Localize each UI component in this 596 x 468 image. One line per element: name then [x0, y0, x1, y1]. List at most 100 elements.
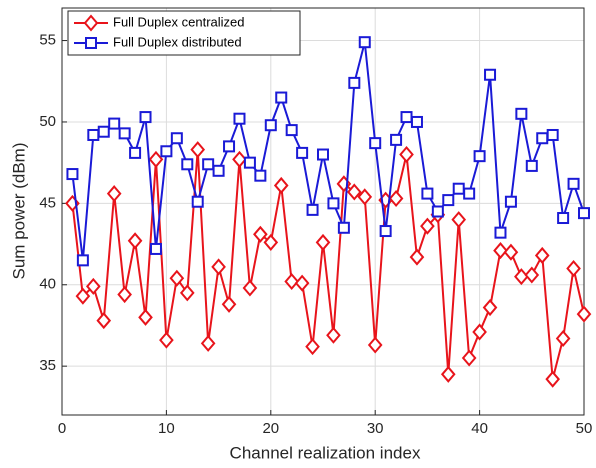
data-point [96, 312, 112, 330]
data-point [348, 76, 361, 89]
data-point [253, 225, 268, 243]
data-point [275, 91, 288, 104]
data-point [578, 207, 590, 220]
series-line [71, 41, 585, 261]
legend-label: Full Duplex centralized [113, 14, 245, 29]
data-point [254, 169, 267, 182]
data-point [337, 221, 350, 234]
data-point [484, 68, 497, 81]
series-line [71, 149, 585, 380]
data-point [545, 370, 560, 388]
data-point [420, 217, 435, 235]
data-point [181, 158, 194, 171]
y-tick-label: 35 [39, 357, 56, 374]
data-point [233, 112, 246, 125]
data-point [367, 336, 383, 354]
data-point [442, 194, 455, 207]
data-point [452, 182, 465, 195]
data-point [97, 125, 110, 138]
data-point [191, 195, 204, 208]
data-point [138, 308, 153, 326]
x-tick-label: 0 [58, 420, 66, 437]
data-point [66, 168, 79, 181]
data-point [503, 243, 519, 261]
y-tick-label: 40 [39, 276, 56, 293]
data-point [536, 132, 549, 145]
data-point [451, 211, 467, 229]
data-point [566, 259, 581, 278]
data-point [557, 212, 570, 225]
y-tick-label: 45 [39, 194, 56, 211]
data-point [357, 188, 373, 206]
data-point [87, 128, 100, 141]
data-point [472, 323, 487, 341]
data-point [127, 232, 143, 250]
y-tick-label: 55 [39, 32, 56, 49]
data-point [223, 140, 236, 153]
data-point [525, 159, 538, 172]
data-point [567, 177, 580, 190]
data-point [410, 115, 423, 128]
data-point [170, 132, 183, 145]
data-point [242, 279, 258, 297]
data-point [296, 146, 309, 159]
data-point [285, 124, 298, 137]
data-point [305, 338, 320, 356]
legend-label: Full Duplex distributed [113, 34, 242, 49]
data-point [76, 254, 89, 267]
x-tick-label: 50 [576, 420, 593, 437]
data-point [315, 233, 331, 251]
data-point [294, 274, 310, 292]
data-point [232, 150, 247, 168]
data-point [421, 187, 434, 200]
data-point [379, 225, 392, 238]
data-point [169, 269, 185, 287]
data-point [202, 158, 215, 171]
data-point [494, 226, 507, 239]
data-point [75, 287, 91, 305]
data-point [461, 349, 477, 367]
x-tick-label: 20 [262, 420, 279, 437]
data-point [431, 205, 444, 218]
data-point [576, 305, 592, 323]
data-point [326, 326, 341, 344]
data-point [264, 119, 277, 132]
data-point [284, 272, 299, 291]
data-point [118, 127, 131, 140]
data-point [221, 295, 237, 313]
data-point [555, 329, 571, 348]
legend-marker [85, 37, 97, 49]
data-point [317, 148, 329, 161]
data-point [190, 141, 206, 159]
data-point [327, 197, 340, 210]
legend-box [67, 10, 301, 56]
data-point [139, 111, 152, 124]
data-point [409, 248, 425, 266]
data-point [400, 111, 413, 124]
data-point [149, 242, 162, 255]
data-point [473, 150, 486, 163]
data-point [546, 128, 559, 141]
data-point [106, 185, 122, 203]
x-tick-label: 10 [158, 420, 175, 437]
y-axis-label: Sum power (dBm) [9, 143, 28, 280]
data-point [534, 246, 550, 264]
data-point [504, 195, 517, 208]
data-point [482, 299, 498, 317]
data-point [179, 284, 195, 302]
data-point [211, 258, 226, 276]
data-point [358, 36, 371, 49]
data-point [388, 189, 404, 208]
data-point [159, 331, 174, 349]
data-point [212, 164, 225, 177]
x-tick-label: 40 [471, 420, 488, 437]
legend-marker [83, 14, 99, 32]
data-point [440, 365, 456, 383]
data-point [160, 145, 173, 158]
data-point [515, 107, 528, 120]
data-point [200, 334, 216, 352]
data-point [369, 137, 382, 150]
y-tick-label: 50 [39, 113, 56, 130]
data-point [273, 176, 289, 194]
